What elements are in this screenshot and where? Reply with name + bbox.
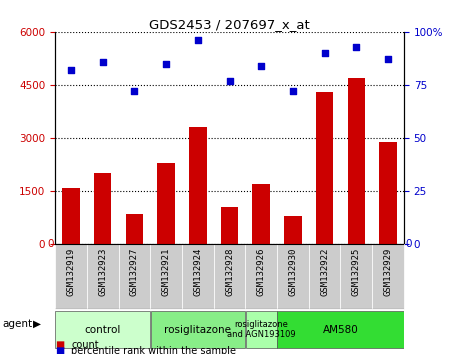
Bar xyxy=(309,244,341,309)
Point xyxy=(226,78,233,84)
Point xyxy=(289,88,297,94)
Bar xyxy=(213,244,246,309)
Bar xyxy=(126,214,143,244)
Point xyxy=(131,88,138,94)
Text: 0: 0 xyxy=(405,239,412,249)
Text: rosiglitazone: rosiglitazone xyxy=(164,325,231,335)
Bar xyxy=(347,78,365,244)
Text: GSM132926: GSM132926 xyxy=(257,247,266,296)
Text: ▶: ▶ xyxy=(33,319,41,329)
Text: GSM132923: GSM132923 xyxy=(98,247,107,296)
Bar xyxy=(277,244,309,309)
Title: GDS2453 / 207697_x_at: GDS2453 / 207697_x_at xyxy=(149,18,310,31)
Bar xyxy=(151,311,245,348)
Point xyxy=(384,57,392,62)
Bar xyxy=(372,244,404,309)
Bar xyxy=(316,92,333,244)
Bar xyxy=(221,207,238,244)
Text: GSM132925: GSM132925 xyxy=(352,247,361,296)
Point xyxy=(67,67,75,73)
Bar xyxy=(118,244,150,309)
Text: GSM132928: GSM132928 xyxy=(225,247,234,296)
Bar xyxy=(284,216,302,244)
Bar xyxy=(277,311,403,348)
Text: GSM132927: GSM132927 xyxy=(130,247,139,296)
Point xyxy=(353,44,360,50)
Bar xyxy=(55,244,87,309)
Bar xyxy=(182,244,213,309)
Bar xyxy=(341,244,372,309)
Text: AM580: AM580 xyxy=(323,325,358,335)
Text: 0: 0 xyxy=(47,239,54,249)
Point xyxy=(194,38,202,43)
Text: count: count xyxy=(71,340,99,350)
Bar xyxy=(189,127,207,244)
Text: GSM132922: GSM132922 xyxy=(320,247,329,296)
Bar xyxy=(379,142,397,244)
Bar xyxy=(246,311,277,348)
Bar xyxy=(246,244,277,309)
Bar xyxy=(94,173,112,244)
Text: ■: ■ xyxy=(55,346,64,354)
Text: GSM132919: GSM132919 xyxy=(67,247,75,296)
Bar xyxy=(62,188,80,244)
Bar xyxy=(87,244,118,309)
Point xyxy=(321,50,328,56)
Point xyxy=(99,59,106,64)
Text: GSM132924: GSM132924 xyxy=(193,247,202,296)
Bar xyxy=(252,184,270,244)
Bar xyxy=(56,311,150,348)
Text: GSM132930: GSM132930 xyxy=(288,247,297,296)
Text: GSM132921: GSM132921 xyxy=(162,247,171,296)
Text: rosiglitazone
and AGN193109: rosiglitazone and AGN193109 xyxy=(227,320,296,339)
Text: GSM132929: GSM132929 xyxy=(384,247,392,296)
Bar xyxy=(150,244,182,309)
Bar xyxy=(157,163,175,244)
Point xyxy=(257,63,265,69)
Text: agent: agent xyxy=(2,319,33,329)
Text: ■: ■ xyxy=(55,340,64,350)
Text: percentile rank within the sample: percentile rank within the sample xyxy=(71,346,236,354)
Point xyxy=(162,61,170,67)
Text: control: control xyxy=(84,325,121,335)
